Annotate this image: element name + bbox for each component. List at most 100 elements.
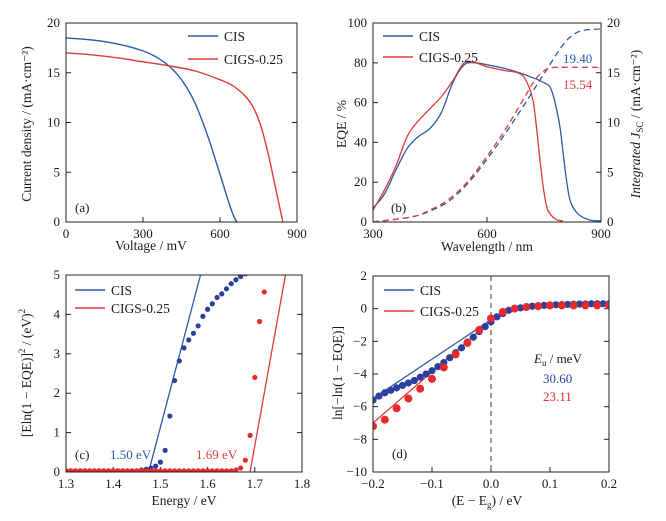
jv-curve-cigs [65,52,284,223]
bandgap-cigs: 1.69 eV [196,447,238,462]
tauc-point-cigs [267,275,271,276]
tauc-point-cigs [214,468,220,472]
panel-c-ytick-label-3: 3 [54,346,61,361]
urbach-point-cigs [463,338,472,347]
urbach-point-cis [528,302,536,310]
tauc-point-cigs [247,432,253,438]
tauc-point-cis [233,277,239,283]
tauc-point-cis [167,413,173,419]
eqe-curve-cis [372,61,602,222]
tauc-point-cigs [242,457,248,463]
panel-a-frame [65,22,298,223]
tauc-point-cigs [271,268,276,273]
urbach-point-cis [516,304,525,312]
urbach-point-cis [469,333,477,341]
panel-b: EQE / % Integrated JSC / (mA·cm⁻²) Wavel… [334,15,645,254]
panel-b-xtick-label-0: 300 [363,226,383,241]
tauc-point-cigs [252,374,258,381]
tauc-point-cigs [96,468,102,472]
panel-a-ylabel: Current density / (mA·cm⁻²) [19,46,34,202]
panel-b-y2tick-label-2: 10 [607,115,620,130]
tauc-point-cigs [120,468,126,472]
urbach-point-cigs [546,301,554,310]
tauc-point-cis [209,301,215,307]
panel-d: ln[−ln(1 − EQE)] (E − Eg) / eV (d) −0.2−… [330,268,617,510]
panel-d-plot-area [373,300,609,431]
urbach-point-cis [587,300,595,308]
panel-c-ytick-label-1: 1 [54,425,61,440]
tauc-point-cigs [162,468,168,472]
urbach-point-cigs [534,302,543,311]
tauc-point-cigs [101,468,107,472]
panel-d-xlabel: (E − Eg) / eV [452,493,523,510]
panel-a-ytick-label-3: 15 [47,65,60,80]
panel-a-xtick-label-1: 300 [133,226,153,241]
tauc-point-cigs [66,468,69,472]
urbach-energy-header: Eu / meV [533,351,582,368]
panel-c-ytick-label-4: 4 [54,306,61,321]
panel-b-ytick-label-4: 80 [354,55,367,70]
tauc-point-cigs [238,465,244,471]
panel-a-xlabel: Voltage / mV [115,238,187,253]
panel-c-ytick-label-2: 2 [54,385,61,400]
urbach-point-cigs [392,404,401,413]
urbach-point-cigs [605,301,609,310]
tauc-point-cigs [171,468,178,472]
panel-b-y2label: Integrated JSC / (mA·cm⁻²) [628,50,645,200]
legend-cigs-label-d: CIGS-0.25 [420,304,479,319]
tauc-point-cigs [186,468,192,472]
urbach-point-cis [416,373,424,381]
panel-c: [Eln(1 − EQE)]2 / (eV)2 Energy / eV (c) … [17,267,310,508]
tauc-point-cis [262,268,267,273]
tauc-point-cigs [82,468,88,472]
panel-a-ytick-label-1: 5 [54,164,61,179]
tauc-point-cis [162,447,168,453]
panel-c-xtick-label-0: 1.3 [58,476,74,491]
urbach-point-cis [404,379,412,387]
urbach-point-cigs [510,304,519,313]
panel-c-label: (c) [75,447,89,462]
legend-cis-label-d: CIS [420,283,441,298]
legend-cigs-label-c: CIGS-0.25 [111,301,170,316]
urbach-point-cis [481,323,489,331]
panel-b-y2tick-label-3: 15 [607,65,620,80]
panel-d-label: (d) [392,446,407,461]
tauc-point-cis [214,294,220,301]
tauc-point-cigs [77,468,83,472]
urbach-point-cis [552,301,560,309]
panel-d-xtick-label-0: −0.2 [361,476,385,491]
panel-c-xtick-label-1: 1.4 [105,476,122,491]
tauc-point-cigs [200,468,206,472]
urbach-point-cis [375,392,383,400]
tauc-point-cis [205,306,211,312]
tauc-point-cigs [157,468,163,472]
panel-c-ytick-label-5: 5 [54,267,61,282]
tauc-point-cigs [148,468,154,472]
panel-c-ytick-label-0: 0 [54,464,61,479]
tauc-point-cigs [129,468,135,472]
panel-d-ytick-label-4: −2 [353,333,367,348]
panel-c-ylabel: [Eln(1 − EQE)]2 / (eV)2 [17,309,34,437]
panel-b-frame [372,22,602,223]
tauc-point-cis [153,463,159,469]
urbach-point-cigs [581,301,590,310]
urbach-point-cigs [522,303,531,312]
urbach-point-cis [434,363,442,371]
panel-a-ytick-label-0: 0 [54,214,61,229]
panel-b-ytick-label-3: 60 [354,95,367,110]
tauc-point-cigs [256,318,263,325]
tauc-point-cis [181,345,187,351]
urbach-fit-line-cis [373,321,489,400]
tauc-point-cis [190,330,197,336]
tauc-point-cis [171,377,178,384]
panel-d-xtick-label-2: 0.0 [483,476,499,491]
tauc-point-cigs [209,468,215,472]
urbach-point-cis [599,300,607,308]
panel-b-ylabel: EQE / % [334,100,349,148]
tauc-point-cis [252,269,257,274]
urbach-point-cigs [404,394,413,403]
panel-c-frame [65,274,303,473]
urbach-point-cigs [487,314,495,323]
urbach-point-cis [410,376,418,385]
